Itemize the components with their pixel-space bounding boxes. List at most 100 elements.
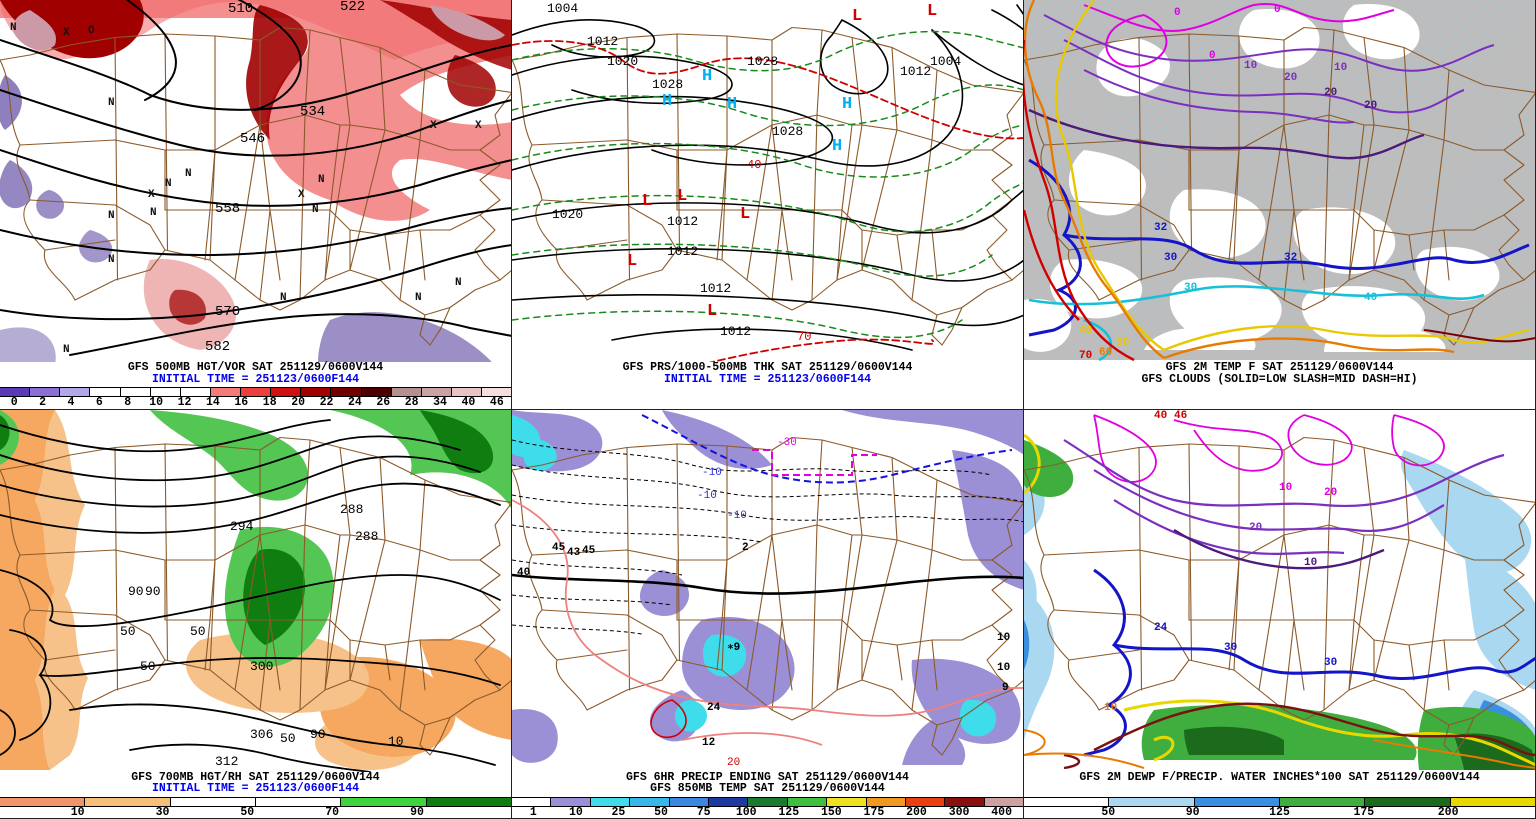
svg-text:-30: -30 [777, 437, 797, 449]
svg-text:1012: 1012 [720, 324, 751, 339]
svg-text:312: 312 [215, 754, 238, 769]
svg-text:288: 288 [355, 529, 378, 544]
svg-text:30: 30 [1324, 657, 1337, 669]
svg-text:1004: 1004 [930, 54, 961, 69]
svg-text:1012: 1012 [587, 34, 618, 49]
svg-text:288: 288 [340, 502, 363, 517]
svg-text:24: 24 [1154, 622, 1168, 634]
svg-text:H: H [727, 95, 737, 114]
svg-text:N: N [280, 292, 287, 304]
svg-text:20: 20 [1364, 100, 1377, 112]
svg-text:O: O [88, 25, 95, 37]
svg-text:1012: 1012 [667, 244, 698, 259]
svg-text:N: N [415, 292, 422, 304]
svg-text:N: N [455, 277, 462, 289]
svg-text:L: L [642, 192, 652, 211]
svg-text:N: N [108, 210, 115, 222]
svg-text:300: 300 [250, 659, 273, 674]
svg-text:1020: 1020 [607, 54, 638, 69]
svg-text:L: L [707, 302, 717, 321]
svg-text:0: 0 [1209, 50, 1216, 62]
svg-text:-10: -10 [702, 467, 722, 479]
svg-text:10: 10 [388, 734, 404, 749]
svg-text:H: H [832, 137, 842, 156]
svg-text:1012: 1012 [667, 214, 698, 229]
svg-text:40: 40 [1364, 292, 1377, 304]
svg-text:2: 2 [742, 542, 749, 554]
svg-text:9: 9 [1002, 682, 1009, 694]
svg-text:1028: 1028 [652, 77, 683, 92]
svg-text:20: 20 [1324, 87, 1337, 99]
svg-text:90: 90 [145, 584, 161, 599]
svg-text:32: 32 [1154, 222, 1167, 234]
svg-text:1012: 1012 [900, 64, 931, 79]
svg-text:L: L [740, 205, 750, 224]
svg-text:582: 582 [205, 339, 230, 355]
svg-text:-10: -10 [697, 490, 717, 502]
svg-text:50: 50 [190, 624, 206, 639]
svg-text:45: 45 [552, 542, 566, 554]
svg-text:20: 20 [1249, 522, 1262, 534]
svg-text:50: 50 [140, 659, 156, 674]
svg-text:570: 570 [215, 304, 240, 320]
svg-text:40: 40 [1154, 410, 1167, 422]
svg-text:-10: -10 [727, 510, 747, 522]
svg-text:H: H [662, 92, 672, 111]
svg-text:294: 294 [230, 519, 254, 534]
svg-text:10: 10 [1104, 702, 1117, 714]
svg-text:40: 40 [1079, 325, 1092, 337]
svg-text:10: 10 [997, 632, 1010, 644]
svg-text:N: N [150, 207, 157, 219]
svg-text:N: N [108, 97, 115, 109]
svg-text:558: 558 [215, 201, 240, 217]
svg-text:10: 10 [1334, 62, 1347, 74]
svg-text:30: 30 [1224, 642, 1237, 654]
svg-text:70: 70 [1079, 350, 1092, 362]
svg-text:1012: 1012 [700, 281, 731, 296]
svg-text:70: 70 [797, 330, 811, 344]
svg-text:X: X [148, 189, 155, 201]
svg-text:50: 50 [120, 624, 136, 639]
svg-text:X: X [430, 120, 437, 132]
svg-text:H: H [842, 95, 852, 114]
svg-text:0: 0 [1174, 7, 1181, 19]
svg-text:1028: 1028 [747, 54, 778, 69]
svg-text:40: 40 [747, 158, 761, 172]
svg-text:43: 43 [567, 547, 581, 559]
svg-text:L: L [927, 2, 937, 21]
svg-text:32: 32 [1284, 252, 1297, 264]
svg-text:46: 46 [1174, 410, 1187, 422]
svg-text:N: N [185, 168, 192, 180]
svg-text:522: 522 [340, 0, 365, 15]
svg-text:534: 534 [300, 104, 325, 120]
svg-text:60: 60 [1099, 347, 1112, 359]
svg-text:30: 30 [1164, 252, 1177, 264]
svg-text:L: L [677, 187, 687, 206]
svg-text:X: X [63, 27, 70, 39]
svg-text:40: 40 [517, 567, 530, 579]
svg-text:1020: 1020 [552, 207, 583, 222]
svg-text:45: 45 [582, 545, 596, 557]
svg-text:X: X [298, 189, 305, 201]
svg-text:12: 12 [702, 737, 715, 749]
svg-text:N: N [108, 254, 115, 266]
svg-text:10: 10 [997, 662, 1010, 674]
svg-text:X: X [475, 120, 482, 132]
svg-text:306: 306 [250, 727, 273, 742]
svg-text:1004: 1004 [547, 1, 578, 16]
svg-text:24: 24 [707, 702, 721, 714]
svg-text:30: 30 [1184, 282, 1197, 294]
svg-text:50: 50 [1116, 337, 1129, 349]
svg-text:N: N [63, 344, 70, 356]
svg-text:10: 10 [1244, 60, 1257, 72]
svg-text:546: 546 [240, 131, 265, 147]
svg-text:90: 90 [310, 727, 326, 742]
svg-text:20: 20 [1284, 72, 1297, 84]
svg-text:20: 20 [1324, 487, 1337, 499]
svg-text:N: N [165, 178, 172, 190]
svg-text:10: 10 [1279, 482, 1292, 494]
svg-text:510: 510 [228, 1, 253, 17]
svg-text:1028: 1028 [772, 124, 803, 139]
svg-text:L: L [627, 252, 637, 271]
svg-text:0: 0 [1274, 4, 1281, 16]
